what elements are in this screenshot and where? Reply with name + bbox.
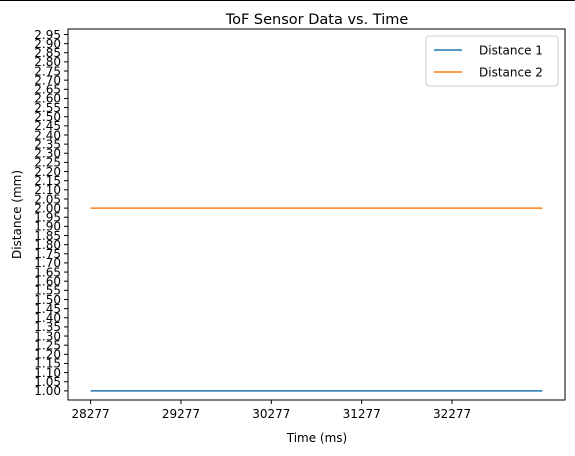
y-axis-label: Distance (mm) xyxy=(10,170,24,259)
legend-label-1: Distance 1 xyxy=(479,44,543,58)
y-tick-label: 2.35 xyxy=(34,137,61,151)
legend: Distance 1 Distance 2 xyxy=(425,35,559,87)
y-tick-label: 2.20 xyxy=(34,165,61,179)
x-tick-label: 29277 xyxy=(162,407,200,421)
y-tick-label: 1.90 xyxy=(34,220,61,234)
legend-label-2: Distance 2 xyxy=(479,66,543,80)
y-tick-label: 2.75 xyxy=(34,64,61,78)
y-tick-label: 1.25 xyxy=(34,338,61,352)
y-tick-label: 2.30 xyxy=(34,147,61,161)
y-tick-label: 1.35 xyxy=(34,320,61,334)
y-tick-label: 2.55 xyxy=(34,101,61,115)
legend-frame xyxy=(425,35,559,87)
y-tick-label: 1.65 xyxy=(34,265,61,279)
x-axis-label: Time (ms) xyxy=(286,431,348,445)
y-tick-label: 1.70 xyxy=(34,256,61,270)
y-tick-label: 1.05 xyxy=(34,375,61,389)
x-axis-ticks: 28277 29277 30277 31277 32277 xyxy=(71,400,471,421)
plot-frame xyxy=(67,28,566,401)
y-tick-label: 2.90 xyxy=(34,37,61,51)
series-layer xyxy=(90,207,543,392)
y-tick-label: 2.50 xyxy=(34,110,61,124)
legend-items: Distance 1 Distance 2 xyxy=(434,44,543,80)
y-tick-label: 2.25 xyxy=(34,156,61,170)
y-tick-label: 2.45 xyxy=(34,119,61,133)
y-tick-label: 2.95 xyxy=(34,28,61,42)
y-tick-label: 1.15 xyxy=(34,357,61,371)
y-tick-label: 1.20 xyxy=(34,348,61,362)
x-tick-label: 30277 xyxy=(252,407,290,421)
y-tick-label: 2.00 xyxy=(34,201,61,215)
y-tick-label: 2.60 xyxy=(34,92,61,106)
plot-area xyxy=(67,28,566,401)
top-border-line xyxy=(0,0,575,1)
y-tick-label: 2.15 xyxy=(34,174,61,188)
y-tick-label: 1.00 xyxy=(34,384,61,398)
y-tick-label: 1.55 xyxy=(34,284,61,298)
y-tick-label: 1.60 xyxy=(34,275,61,289)
y-tick-label: 2.40 xyxy=(34,128,61,142)
chart-title: ToF Sensor Data vs. Time xyxy=(225,12,409,28)
y-tick-label: 1.40 xyxy=(34,311,61,325)
y-tick-label: 1.80 xyxy=(34,238,61,252)
y-tick-label: 2.65 xyxy=(34,83,61,97)
y-tick-label: 1.50 xyxy=(34,293,61,307)
y-tick-label: 2.05 xyxy=(34,192,61,206)
x-tick-label: 31277 xyxy=(343,407,381,421)
y-tick-label: 2.80 xyxy=(34,55,61,69)
x-tick-label: 32277 xyxy=(433,407,471,421)
y-tick-label: 1.75 xyxy=(34,247,61,261)
y-tick-label: 1.95 xyxy=(34,211,61,225)
x-tick-label: 28277 xyxy=(71,407,109,421)
y-tick-label: 1.30 xyxy=(34,329,61,343)
y-tick-label: 2.70 xyxy=(34,73,61,87)
y-tick-label: 2.85 xyxy=(34,46,61,60)
y-axis-ticks: 1.001.051.101.151.201.251.301.351.401.45… xyxy=(34,28,68,398)
y-tick-label: 2.10 xyxy=(34,183,61,197)
y-tick-label: 1.85 xyxy=(34,229,61,243)
y-tick-label: 1.45 xyxy=(34,302,61,316)
y-tick-label: 1.10 xyxy=(34,366,61,380)
